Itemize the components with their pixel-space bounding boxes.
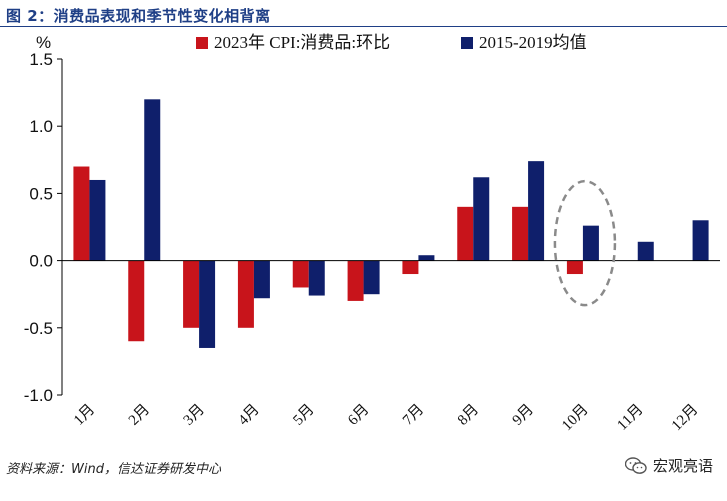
legend-swatch-2: [461, 37, 473, 49]
x-category-label: 1月: [71, 402, 98, 429]
y-tick-label: 0.0: [29, 252, 53, 271]
bar-2023-2: [128, 260, 145, 342]
brand-watermark: 宏观亮语: [624, 455, 713, 476]
bar-2023-4: [237, 260, 254, 328]
wechat-icon: [624, 456, 647, 474]
y-tick-label: -1.0: [24, 386, 53, 405]
y-tick-label: 1.5: [29, 50, 53, 69]
bar-2023-1: [73, 166, 90, 261]
bar-avg-6: [363, 260, 380, 295]
y-tick-label: 0.5: [29, 184, 53, 203]
brand-name: 宏观亮语: [652, 457, 713, 475]
y-tick-label: 1.0: [29, 117, 53, 136]
source-note: 资料来源：Wind，信达证券研发中心: [6, 462, 221, 477]
x-category-label: 9月: [510, 402, 537, 429]
x-category-label: 3月: [181, 402, 208, 429]
bar-avg-9: [528, 161, 545, 261]
y-axis-unit: %: [36, 33, 51, 52]
x-category-label: 10月: [559, 402, 592, 435]
bar-chart: 2023年 CPI:消费品:环比 2015-2019均值%1.5 1.0 0.5 0.0…: [24, 33, 720, 435]
bar-avg-2: [144, 99, 161, 261]
x-category-label: 12月: [669, 402, 702, 435]
bar-avg-11: [637, 241, 654, 261]
bar-2023-5: [292, 260, 309, 288]
bar-2023-6: [347, 260, 364, 301]
bar-avg-5: [308, 260, 325, 296]
y-tick-label: -0.5: [24, 319, 53, 338]
x-category-label: 5月: [290, 402, 317, 429]
bar-2023-10: [566, 260, 583, 275]
x-category-label: 8月: [455, 402, 482, 429]
legend-label-2: 2015-2019均值: [479, 33, 587, 52]
x-category-label: 4月: [236, 402, 263, 429]
x-category-label: 11月: [614, 402, 646, 434]
bar-2023-3: [183, 260, 200, 328]
bar-avg-4: [253, 260, 270, 299]
bar-avg-8: [473, 177, 490, 261]
bar-2023-9: [512, 206, 529, 261]
highlight-ellipse: [553, 179, 617, 307]
legend-swatch-1: [196, 37, 208, 49]
figure-title: 图 2：消费品表现和季节性变化相背离: [6, 7, 271, 25]
bar-2023-8: [457, 206, 474, 261]
bar-avg-1: [89, 179, 106, 261]
x-category-label: 7月: [400, 402, 427, 429]
bar-avg-3: [199, 260, 216, 348]
x-category-label: 6月: [345, 402, 372, 429]
title-divider: [0, 26, 727, 27]
x-category-label: 2月: [126, 402, 153, 429]
bar-avg-10: [582, 225, 599, 261]
bar-avg-12: [692, 220, 709, 261]
bar-2023-7: [402, 260, 419, 275]
bar-avg-7: [418, 255, 435, 261]
legend-label-1: 2023年 CPI:消费品:环比: [214, 33, 390, 52]
